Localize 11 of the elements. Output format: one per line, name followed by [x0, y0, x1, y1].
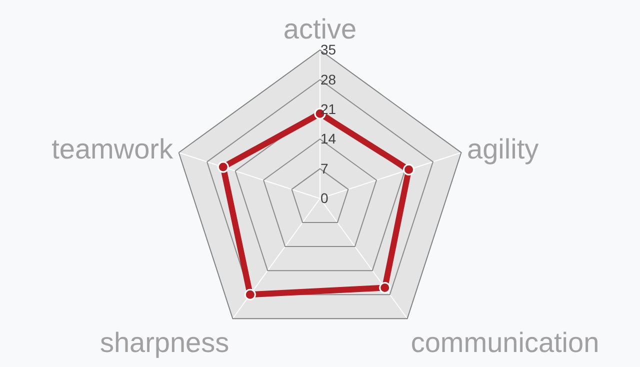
y-tick-label: 35: [320, 42, 336, 58]
y-tick-label: 0: [320, 190, 328, 206]
y-tick-label: 7: [320, 160, 328, 176]
spoke-label: sharpness: [100, 326, 230, 358]
y-tick-label: 14: [320, 130, 336, 147]
spoke-label: active: [283, 13, 357, 44]
spoke-label: teamwork: [52, 133, 174, 164]
spoke-label: agility: [467, 133, 539, 164]
spoke-label: communication: [410, 326, 600, 358]
y-tick-label: 28: [320, 71, 336, 88]
y-tick-label: 21: [320, 100, 336, 117]
